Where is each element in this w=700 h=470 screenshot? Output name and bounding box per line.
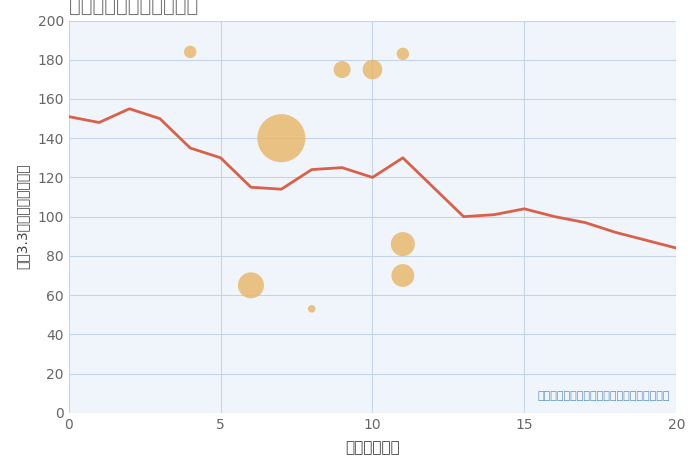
Point <box>367 66 378 73</box>
Text: 駅距離別中古戸建て価格: 駅距離別中古戸建て価格 <box>69 0 198 16</box>
Point <box>306 305 317 313</box>
X-axis label: 駅距離（分）: 駅距離（分） <box>345 440 400 455</box>
Point <box>246 282 257 289</box>
Point <box>398 50 409 58</box>
Y-axis label: 坪（3.3㎡）単価（万円）: 坪（3.3㎡）単価（万円） <box>15 164 29 269</box>
Text: 円の大きさは、取引のあった物件面積を示す: 円の大きさは、取引のあった物件面積を示す <box>538 391 670 401</box>
Point <box>398 272 409 279</box>
Point <box>185 48 196 55</box>
Point <box>398 240 409 248</box>
Point <box>276 134 287 142</box>
Point <box>337 66 348 73</box>
